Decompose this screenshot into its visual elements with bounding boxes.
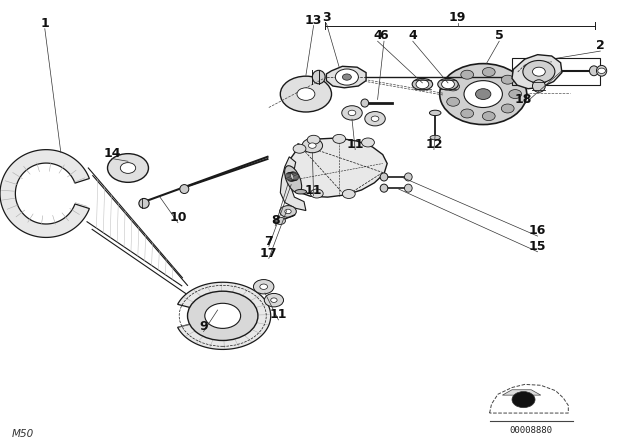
Circle shape xyxy=(501,75,514,84)
Text: 12: 12 xyxy=(425,138,443,151)
Text: 5: 5 xyxy=(495,29,504,43)
Ellipse shape xyxy=(380,184,388,192)
Text: 18: 18 xyxy=(515,93,532,106)
Circle shape xyxy=(512,392,535,408)
Ellipse shape xyxy=(412,78,433,90)
Circle shape xyxy=(371,116,379,121)
Text: 15: 15 xyxy=(529,240,547,253)
Text: 9: 9 xyxy=(199,319,208,333)
Text: 2: 2 xyxy=(596,39,605,52)
Text: 11: 11 xyxy=(305,184,323,197)
Circle shape xyxy=(310,189,323,198)
Circle shape xyxy=(264,293,284,307)
Circle shape xyxy=(362,138,374,147)
Circle shape xyxy=(280,206,296,217)
Circle shape xyxy=(501,104,514,113)
Ellipse shape xyxy=(361,99,369,107)
Polygon shape xyxy=(0,150,90,237)
Ellipse shape xyxy=(589,66,598,76)
Circle shape xyxy=(188,291,258,340)
Circle shape xyxy=(333,134,346,143)
Text: 14: 14 xyxy=(103,146,121,160)
Ellipse shape xyxy=(438,78,458,90)
Circle shape xyxy=(108,154,148,182)
Polygon shape xyxy=(287,138,387,197)
Circle shape xyxy=(302,138,323,153)
Text: 4: 4 xyxy=(373,29,382,43)
Text: 7: 7 xyxy=(264,234,273,248)
Text: 13: 13 xyxy=(305,13,323,27)
Text: 11: 11 xyxy=(269,308,287,321)
Text: 00008880: 00008880 xyxy=(509,426,553,435)
Circle shape xyxy=(205,303,241,328)
Circle shape xyxy=(532,67,545,76)
Circle shape xyxy=(342,74,351,80)
Polygon shape xyxy=(326,66,366,88)
Text: 19: 19 xyxy=(449,11,467,25)
Text: 1: 1 xyxy=(40,17,49,30)
Circle shape xyxy=(365,112,385,126)
Circle shape xyxy=(416,80,429,89)
Polygon shape xyxy=(502,390,541,395)
Ellipse shape xyxy=(180,185,189,194)
Circle shape xyxy=(285,209,291,214)
Circle shape xyxy=(260,284,268,289)
Circle shape xyxy=(440,64,527,125)
Polygon shape xyxy=(178,282,271,349)
Circle shape xyxy=(461,70,474,79)
Circle shape xyxy=(293,144,306,153)
Circle shape xyxy=(598,68,605,73)
Circle shape xyxy=(447,82,460,91)
Text: 10: 10 xyxy=(169,211,187,224)
Ellipse shape xyxy=(429,110,441,116)
Circle shape xyxy=(342,106,362,120)
Ellipse shape xyxy=(596,65,607,76)
Text: 11: 11 xyxy=(346,138,364,151)
Circle shape xyxy=(523,60,555,83)
Circle shape xyxy=(461,109,474,118)
Circle shape xyxy=(483,68,495,77)
Circle shape xyxy=(348,110,356,116)
Circle shape xyxy=(442,80,454,89)
Ellipse shape xyxy=(532,80,545,92)
Ellipse shape xyxy=(404,173,412,181)
Ellipse shape xyxy=(139,198,149,208)
Text: 17: 17 xyxy=(260,246,278,260)
Circle shape xyxy=(297,88,315,100)
Circle shape xyxy=(280,76,332,112)
Circle shape xyxy=(447,97,460,106)
Ellipse shape xyxy=(380,173,388,181)
Ellipse shape xyxy=(404,184,412,192)
Ellipse shape xyxy=(312,70,325,84)
Circle shape xyxy=(342,190,355,198)
Circle shape xyxy=(483,112,495,121)
Text: M50: M50 xyxy=(12,429,34,439)
Text: 4: 4 xyxy=(408,29,417,43)
Ellipse shape xyxy=(430,135,440,140)
Text: 8: 8 xyxy=(271,214,280,227)
Circle shape xyxy=(271,298,277,302)
Circle shape xyxy=(307,135,320,144)
Text: 16: 16 xyxy=(529,224,547,237)
Polygon shape xyxy=(280,157,306,211)
Circle shape xyxy=(275,217,285,224)
Circle shape xyxy=(253,280,274,294)
Circle shape xyxy=(308,143,316,148)
Polygon shape xyxy=(490,384,568,413)
Circle shape xyxy=(120,163,136,173)
Ellipse shape xyxy=(285,166,301,193)
Circle shape xyxy=(464,81,502,108)
Text: 3: 3 xyxy=(322,11,331,25)
Circle shape xyxy=(335,69,358,85)
Polygon shape xyxy=(512,55,562,89)
Text: 6: 6 xyxy=(380,29,388,43)
Ellipse shape xyxy=(295,190,307,194)
Circle shape xyxy=(509,90,522,99)
Circle shape xyxy=(476,89,491,99)
